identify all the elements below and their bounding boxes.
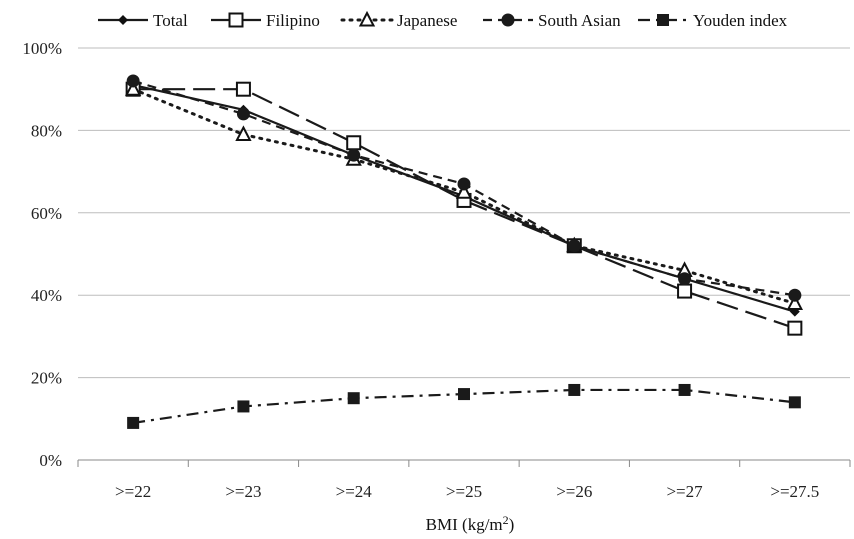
legend-swatch-marker (501, 13, 515, 27)
x-axis-title: BMI (kg/m2) (426, 513, 515, 534)
x-tick-label: >=26 (556, 482, 592, 501)
data-point-filipino (677, 283, 693, 299)
data-point-japanese (455, 183, 473, 199)
legend-item-youden-index: Youden index (638, 11, 788, 30)
y-tick-label: 20% (31, 369, 62, 388)
legend-item-south-asian: South Asian (483, 11, 621, 30)
data-point-filipino (787, 320, 803, 336)
legend-swatch-marker (358, 10, 376, 27)
legend-label: Total (153, 11, 188, 30)
data-point-youden-index (127, 416, 140, 429)
legend-item-total: Total (98, 11, 188, 30)
x-axis-ticks: >=22 >=23 >=24 >=25 >=26 >=27 >=27.5 (77, 460, 851, 501)
x-tick-label: >=27 (666, 482, 703, 501)
x-tick-label: >=22 (115, 482, 151, 501)
legend-item-filipino: Filipino (211, 11, 320, 30)
x-tick-label: >=25 (446, 482, 482, 501)
legend-label: South Asian (538, 11, 621, 30)
data-point-japanese (786, 294, 804, 310)
data-point-youden-index (568, 383, 581, 396)
data-point-youden-index (678, 383, 691, 396)
x-tick-label: >=27.5 (770, 482, 819, 501)
y-tick-label: 100% (22, 39, 62, 58)
data-point-youden-index (788, 396, 801, 409)
data-point-south-asian (347, 148, 361, 162)
data-point-south-asian (678, 272, 692, 286)
chart-legend: Total Filipino Japanese South Asian Youden i… (98, 10, 788, 30)
legend-swatch-marker (228, 12, 244, 28)
data-point-south-asian (788, 288, 802, 302)
data-point-filipino (235, 81, 251, 97)
y-tick-label: 40% (31, 286, 62, 305)
data-point-south-asian (236, 107, 250, 121)
chart-series (124, 74, 804, 429)
series-south-asian (126, 74, 802, 302)
y-tick-label: 60% (31, 204, 62, 223)
data-point-youden-index (237, 400, 250, 413)
data-point-filipino (346, 135, 362, 151)
y-axis-ticks: 0% 20% 40% 60% 80% 100% (22, 39, 62, 470)
series-line-filipino (133, 88, 796, 330)
series-filipino (125, 81, 803, 336)
data-point-japanese (124, 80, 142, 96)
legend-label: Japanese (397, 11, 457, 30)
y-tick-label: 0% (39, 451, 62, 470)
data-point-japanese (235, 125, 252, 142)
legend-label: Filipino (266, 11, 320, 30)
data-point-south-asian (457, 177, 471, 191)
legend-swatch-marker (118, 15, 128, 25)
series-japanese (124, 80, 804, 310)
data-point-youden-index (458, 388, 470, 401)
legend-item-japanese: Japanese (340, 10, 457, 30)
chart-gridlines (78, 47, 850, 461)
series-youden-index (127, 383, 801, 429)
data-point-south-asian (126, 74, 140, 88)
y-tick-label: 80% (31, 121, 62, 140)
legend-label: Youden index (693, 11, 788, 30)
legend-swatch-marker (657, 14, 669, 26)
x-tick-label: >=23 (225, 482, 261, 501)
data-point-youden-index (347, 392, 360, 405)
data-point-south-asian (567, 239, 581, 253)
x-tick-label: >=24 (336, 482, 373, 501)
